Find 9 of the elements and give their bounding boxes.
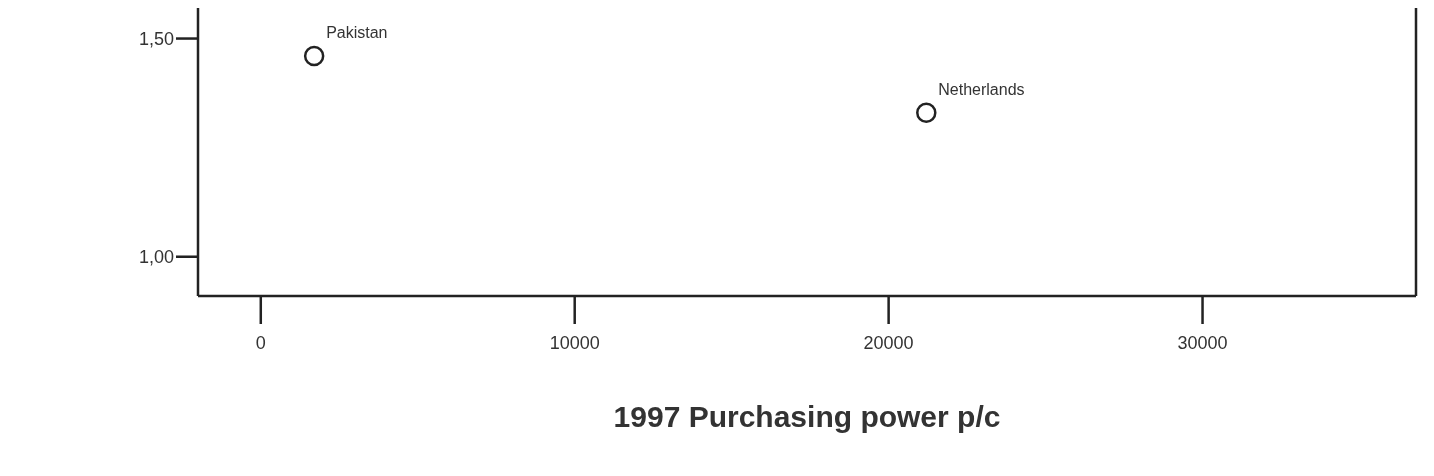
x-tick-label: 0 (255, 332, 266, 353)
y-tick-label: 1,00 (138, 247, 174, 268)
annotation: Netherlands (938, 80, 1025, 98)
y-tick-label: 1,50 (138, 28, 174, 49)
x-axis-title: 1997 Purchasing power p/c (613, 400, 1001, 434)
x-tick-label: 30000 (1177, 332, 1228, 353)
x-tick-label: 20000 (863, 332, 914, 353)
annotation: Pakistan (326, 24, 388, 41)
x-tick-label: 10000 (549, 332, 600, 353)
